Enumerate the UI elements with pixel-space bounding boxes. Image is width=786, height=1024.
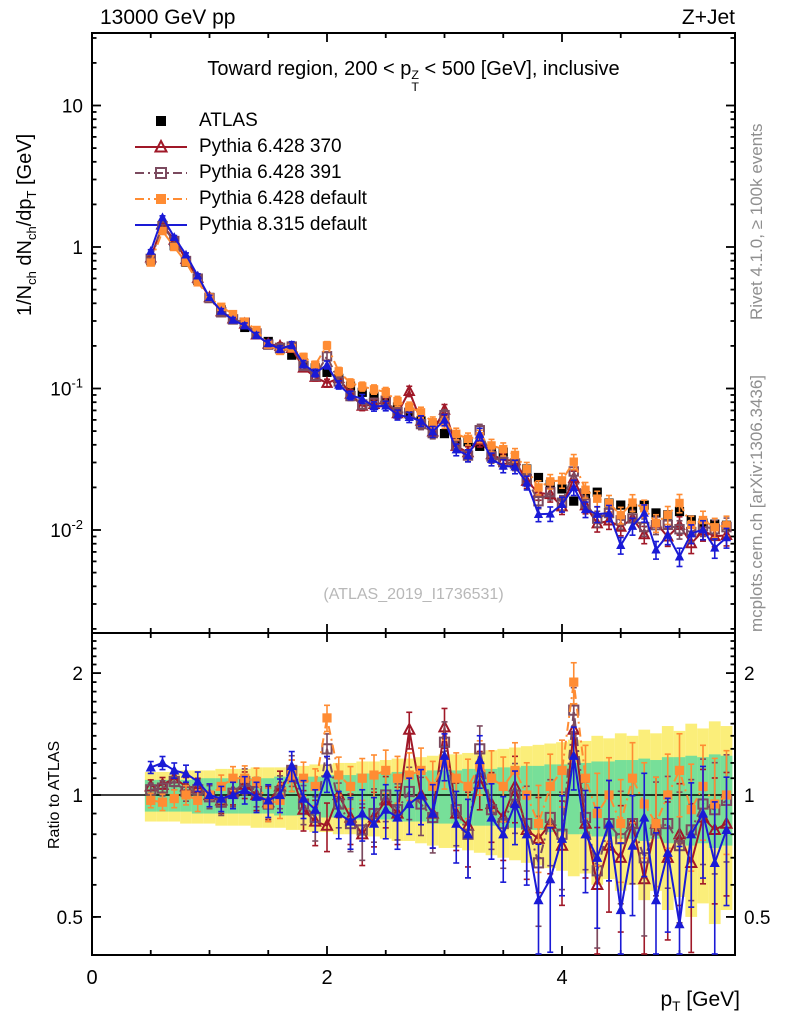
- green-band-bin: [567, 762, 580, 835]
- analysis-watermark: (ATLAS_2019_I1736531): [323, 586, 504, 603]
- x-axis-label: pT [GeV]: [660, 988, 740, 1015]
- legend-item-atlas: ATLAS: [133, 110, 367, 132]
- legend-item-label: Pythia 6.428 370: [199, 136, 342, 157]
- axis-tick-labels: 10 1 10-1 10-2 2 2 1 1 0.5 0.5 0 2 4: [50, 97, 770, 990]
- svg-text:2: 2: [744, 664, 755, 685]
- square-open-legend-glyph: [135, 167, 187, 179]
- header-beam-energy: 13000 GeV pp: [100, 6, 236, 29]
- legend-item-pythia-6-428-391: Pythia 6.428 391: [133, 162, 367, 184]
- ratio-pythia-8-315-default: [145, 726, 732, 955]
- svg-text:10-1: 10-1: [50, 376, 83, 401]
- square-filled-legend-glyph: [135, 194, 187, 204]
- legend-item-label: ATLAS: [199, 110, 258, 131]
- header-process: Z+Jet: [681, 6, 735, 29]
- legend-item-label: Pythia 6.428 default: [199, 188, 367, 209]
- series-pythia-6-428-default: [146, 226, 731, 539]
- triangle-open-legend-glyph: [135, 138, 187, 153]
- svg-text:4: 4: [556, 967, 567, 989]
- svg-text:2: 2: [321, 967, 332, 989]
- legend-item-label: Pythia 6.428 391: [199, 162, 342, 183]
- svg-text:1: 1: [744, 786, 755, 807]
- svg-text:10-2: 10-2: [50, 517, 83, 542]
- svg-text:1: 1: [72, 238, 83, 259]
- top-panel-frame: [91, 32, 736, 634]
- legend-item-pythia-6-428-default: Pythia 6.428 default: [133, 188, 367, 210]
- svg-text:2: 2: [72, 664, 83, 685]
- series-pythia-8-315-default: [146, 212, 732, 568]
- svg-text:0.5: 0.5: [57, 908, 83, 929]
- series-atlas: [146, 223, 732, 530]
- legend-item-pythia-6-428-370: Pythia 6.428 370: [133, 136, 367, 158]
- series-pythia-6-428-391: [145, 220, 732, 543]
- svg-text:10: 10: [62, 97, 83, 118]
- legend: ATLAS Pythia 6.428 370 Pythia 6.428 391 Pyt…: [133, 110, 367, 236]
- square-filled-legend-glyph: [156, 116, 166, 126]
- svg-text:1: 1: [72, 786, 83, 807]
- legend-item-label: Pythia 8.315 default: [199, 214, 367, 235]
- green-band-bin: [438, 770, 451, 824]
- ratio-panel-frame: [91, 632, 736, 956]
- svg-text:0.5: 0.5: [744, 908, 770, 929]
- green-band-bin: [285, 776, 298, 816]
- svg-text:0: 0: [86, 967, 97, 989]
- green-band-bin: [321, 775, 333, 818]
